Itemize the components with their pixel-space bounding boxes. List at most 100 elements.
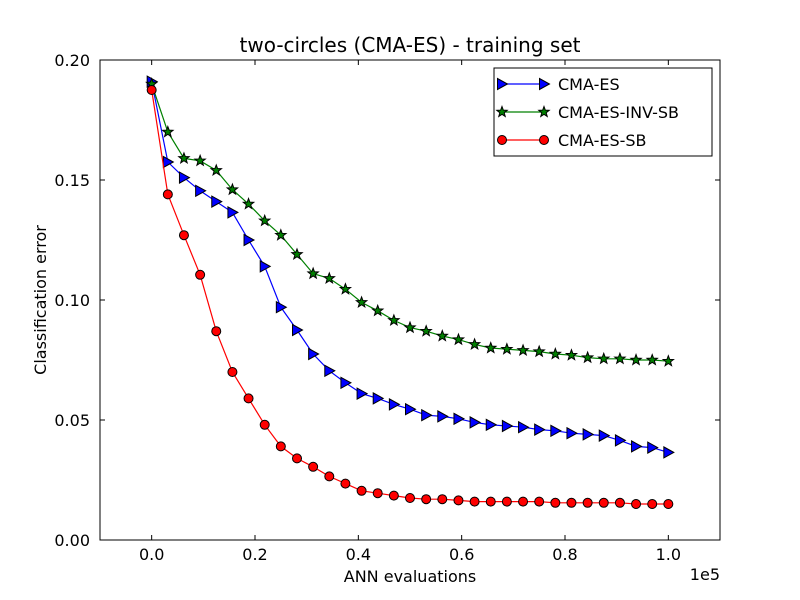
data-point [292,323,304,337]
data-point [211,195,223,208]
data-point [405,493,415,503]
data-point [451,332,466,346]
x-tick-label: 0.0 [139,545,164,564]
data-point [645,353,659,366]
data-point [435,329,449,342]
data-point [209,163,223,177]
data-point [453,412,466,426]
data-point [469,496,480,507]
data-point [338,282,353,295]
data-point [241,197,256,210]
data-point [324,471,335,482]
data-point [663,499,674,509]
data-point [485,418,498,432]
data-point [485,496,496,507]
x-tick-label: 0.6 [449,545,474,564]
data-point [227,367,238,377]
data-point [581,350,595,364]
legend-marker [539,135,549,145]
data-point [161,125,175,138]
data-point [178,230,189,241]
data-point [566,426,578,440]
data-point [178,171,191,184]
data-point [275,441,286,452]
legend-marker [497,135,507,145]
data-point [306,266,320,280]
data-point [598,429,611,442]
data-point [534,423,546,436]
data-point [259,419,270,430]
data-point [613,351,627,365]
data-point [614,497,625,508]
data-point [647,441,659,454]
y-tick-label: 0.15 [54,171,90,190]
data-point [324,364,336,378]
legend-marker [537,105,551,118]
x-tick-label: 0.8 [552,545,577,564]
data-point [322,271,336,285]
data-point [550,497,561,508]
data-point [405,402,417,416]
y-tick-label: 0.05 [54,411,90,430]
legend-item: CMA-ES [497,75,620,94]
data-point [469,416,482,429]
data-point [356,387,369,400]
data-point [146,85,157,95]
data-point [243,233,256,247]
data-point [582,497,593,508]
data-point [516,343,530,357]
legend-marker [497,77,509,91]
data-point [308,461,319,472]
data-point [437,494,448,505]
legend-label: CMA-ES [558,75,620,94]
data-point [467,337,482,351]
data-point [388,398,401,411]
data-point [372,488,383,499]
data-point [162,189,173,200]
data-point [243,393,254,404]
data-point [566,497,577,508]
legend-label: CMA-ES-INV-SB [558,103,679,122]
data-point [354,295,369,309]
y-tick-label: 0.20 [54,51,90,70]
data-point [550,424,562,438]
legend-item: CMA-ES-INV-SB [495,103,679,122]
series-cma-es-sb [146,85,674,509]
chart-title: two-circles (CMA-ES) - training set [240,33,581,57]
data-point [437,410,449,423]
data-point [419,324,433,337]
data-point [195,184,207,198]
data-point [629,353,643,366]
data-point [484,341,498,354]
data-point [403,320,417,334]
data-point [258,213,272,227]
data-point [356,485,367,496]
data-point [663,446,675,459]
data-point [548,347,562,360]
data-point [597,351,611,365]
data-point [274,228,288,241]
data-point [225,182,240,196]
data-point [532,344,546,358]
data-point [582,428,595,441]
x-axis-multiplier: 1e5 [690,565,720,584]
data-point [598,497,609,508]
data-point [534,496,545,507]
legend-marker [495,105,509,118]
data-point [388,490,399,501]
legend: CMA-ES CMA-ES-INV-SB CMA-ES-SB [493,67,713,157]
axis-ticks: 0.0 0.2 0.4 0.6 0.8 1.0 0.00 0.05 0.10 0.15 0.20 [54,51,720,564]
data-point [193,153,207,167]
data-point [647,499,658,509]
data-point [518,496,529,507]
x-tick-label: 1.0 [656,545,681,564]
data-point [631,440,643,453]
legend-marker [539,77,551,91]
data-point [371,303,385,317]
data-point [290,247,304,261]
y-tick-label: 0.10 [54,291,90,310]
data-point [177,151,191,165]
data-point [614,434,627,447]
data-point [259,260,272,273]
